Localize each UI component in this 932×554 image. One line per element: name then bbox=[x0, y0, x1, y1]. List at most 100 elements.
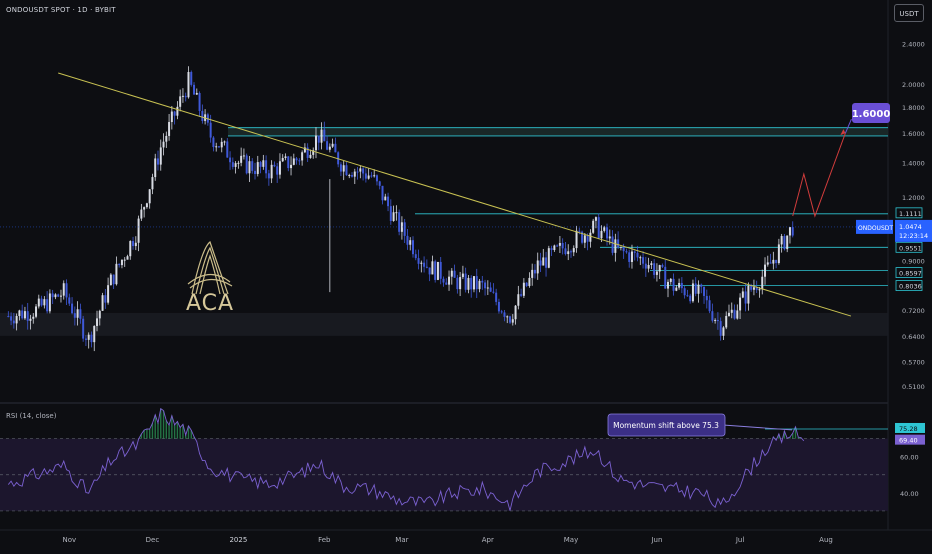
price-tick-label: 2.0000 bbox=[902, 81, 925, 89]
aca-logo bbox=[187, 241, 233, 295]
candle-body bbox=[281, 158, 284, 162]
candle-body bbox=[101, 295, 104, 311]
candle-body bbox=[769, 262, 772, 264]
candle-body bbox=[154, 158, 157, 178]
candle-body bbox=[254, 170, 257, 174]
candle-body bbox=[522, 282, 525, 296]
candle-body bbox=[353, 171, 356, 177]
candle-body bbox=[567, 251, 570, 255]
candle-body bbox=[68, 297, 71, 304]
candle-body bbox=[320, 129, 323, 143]
candle-body bbox=[470, 277, 473, 290]
candle-body bbox=[711, 311, 714, 321]
candle-body bbox=[195, 92, 198, 95]
price-tick-label: 1.8000 bbox=[902, 104, 925, 112]
candle-body bbox=[21, 310, 24, 319]
price-tick-label: 0.5700 bbox=[902, 359, 925, 367]
candle-body bbox=[741, 291, 744, 298]
candle-body bbox=[525, 282, 528, 287]
candle-body bbox=[628, 252, 631, 262]
rsi-title: RSI (14, close) bbox=[6, 412, 57, 420]
level-tag bbox=[895, 241, 923, 253]
candle-body bbox=[705, 295, 708, 301]
candle-body bbox=[387, 196, 390, 207]
candle-body bbox=[786, 235, 789, 250]
candle-body bbox=[48, 293, 51, 312]
candle-body bbox=[348, 175, 351, 177]
candle-body bbox=[217, 146, 220, 148]
candle-body bbox=[461, 273, 464, 278]
logo-text: ACA bbox=[186, 291, 235, 316]
annotation-pointer bbox=[722, 424, 793, 431]
candle-body bbox=[129, 241, 132, 257]
candle-body bbox=[658, 265, 661, 272]
candle-body bbox=[104, 295, 107, 303]
candle-body bbox=[90, 334, 93, 343]
candle-body bbox=[750, 285, 753, 290]
time-tick-label: Dec bbox=[146, 536, 160, 544]
candle-body bbox=[644, 263, 647, 269]
candle-body bbox=[448, 276, 451, 285]
candle-body bbox=[547, 248, 550, 268]
level-tag bbox=[895, 280, 923, 291]
candle-body bbox=[145, 203, 148, 208]
time-tick-label: Mar bbox=[395, 536, 408, 544]
candle-body bbox=[520, 294, 523, 296]
price-tick-label: 1.2000 bbox=[902, 194, 925, 202]
time-tick-label: Aug bbox=[819, 536, 833, 544]
candle-body bbox=[35, 306, 38, 317]
projection-path bbox=[792, 132, 846, 218]
candle-body bbox=[528, 277, 531, 287]
rsi-current-tag-label: 69.40 bbox=[899, 437, 918, 445]
candle-body bbox=[672, 278, 675, 291]
candle-body bbox=[107, 285, 110, 303]
candle-body bbox=[655, 271, 658, 275]
candle-body bbox=[586, 235, 589, 242]
candle-body bbox=[503, 312, 506, 317]
candle-body bbox=[725, 315, 728, 328]
candle-body bbox=[667, 281, 670, 289]
candle-body bbox=[611, 236, 614, 253]
target-badge-pointer bbox=[844, 118, 852, 134]
candle-body bbox=[378, 181, 381, 186]
candle-body bbox=[714, 319, 717, 321]
candle-body bbox=[326, 141, 329, 150]
candle-body bbox=[722, 327, 725, 336]
candle-body bbox=[511, 319, 514, 323]
candle-body bbox=[589, 232, 592, 242]
candle-body bbox=[766, 262, 769, 265]
time-tick-label: Nov bbox=[62, 536, 76, 544]
candle-body bbox=[492, 291, 495, 293]
currency-selector[interactable]: USDT bbox=[894, 4, 924, 22]
candle-body bbox=[622, 246, 625, 252]
candle-body bbox=[84, 338, 87, 340]
candle-body bbox=[140, 209, 143, 219]
candle-body bbox=[716, 319, 719, 322]
candle-body bbox=[561, 242, 564, 249]
candle-body bbox=[398, 212, 401, 232]
candle-body bbox=[87, 334, 90, 340]
price-tick-label: 0.5100 bbox=[902, 383, 925, 391]
candle-body bbox=[295, 158, 298, 161]
candle-body bbox=[691, 283, 694, 302]
candle-body bbox=[495, 292, 498, 302]
candle-body bbox=[328, 146, 331, 150]
candle-body bbox=[323, 129, 326, 142]
time-tick-label: Apr bbox=[482, 536, 494, 544]
candle-body bbox=[309, 154, 312, 158]
candle-body bbox=[301, 152, 304, 161]
candle-body bbox=[708, 300, 711, 312]
candle-body bbox=[273, 164, 276, 167]
candle-body bbox=[123, 259, 126, 261]
candle-body bbox=[156, 158, 159, 165]
candle-body bbox=[76, 309, 79, 318]
price-tick-label: 0.7200 bbox=[902, 307, 925, 315]
candle-body bbox=[700, 284, 703, 287]
candle-body bbox=[46, 299, 49, 312]
candle-body bbox=[625, 251, 628, 253]
price-tick-label: 1.6000 bbox=[902, 130, 925, 138]
candle-body bbox=[229, 157, 232, 163]
candle-body bbox=[420, 262, 423, 264]
